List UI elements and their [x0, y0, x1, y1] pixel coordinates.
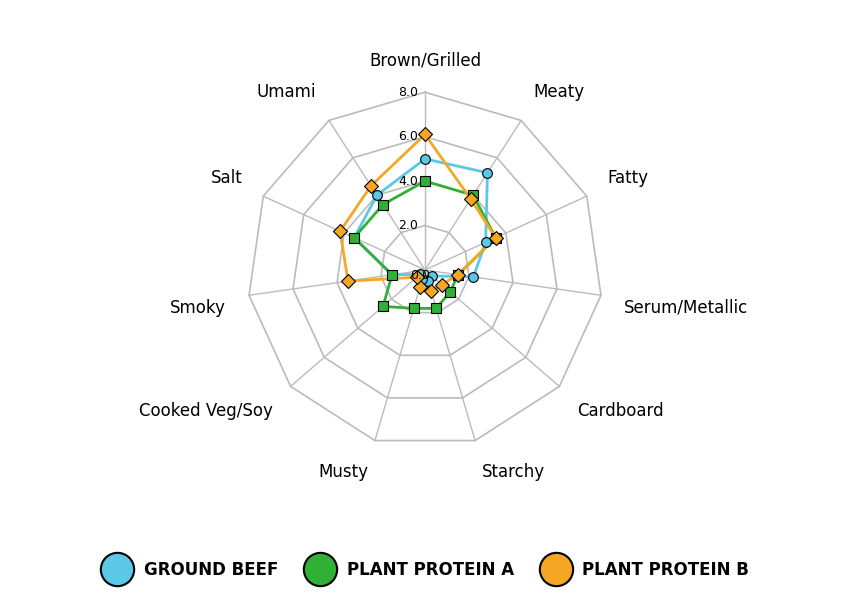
Text: Umami: Umami — [257, 83, 316, 101]
Text: Brown/Grilled: Brown/Grilled — [369, 51, 481, 69]
Text: Salt: Salt — [211, 169, 242, 187]
Text: Cooked Veg/Soy: Cooked Veg/Soy — [139, 401, 273, 419]
Text: Fatty: Fatty — [608, 169, 649, 187]
Text: 0.0: 0.0 — [410, 269, 429, 282]
Text: Musty: Musty — [319, 463, 368, 481]
Text: Smoky: Smoky — [170, 299, 226, 317]
Text: 4.0: 4.0 — [398, 175, 418, 188]
Text: Serum/Metallic: Serum/Metallic — [624, 299, 748, 317]
Text: 6.0: 6.0 — [398, 130, 418, 143]
Legend: GROUND BEEF, PLANT PROTEIN A, PLANT PROTEIN B: GROUND BEEF, PLANT PROTEIN A, PLANT PROT… — [94, 554, 756, 586]
Text: Starchy: Starchy — [482, 463, 545, 481]
Text: 2.0: 2.0 — [398, 219, 418, 232]
Text: 8.0: 8.0 — [398, 86, 418, 99]
Text: Meaty: Meaty — [534, 83, 585, 101]
Text: Cardboard: Cardboard — [577, 401, 664, 419]
